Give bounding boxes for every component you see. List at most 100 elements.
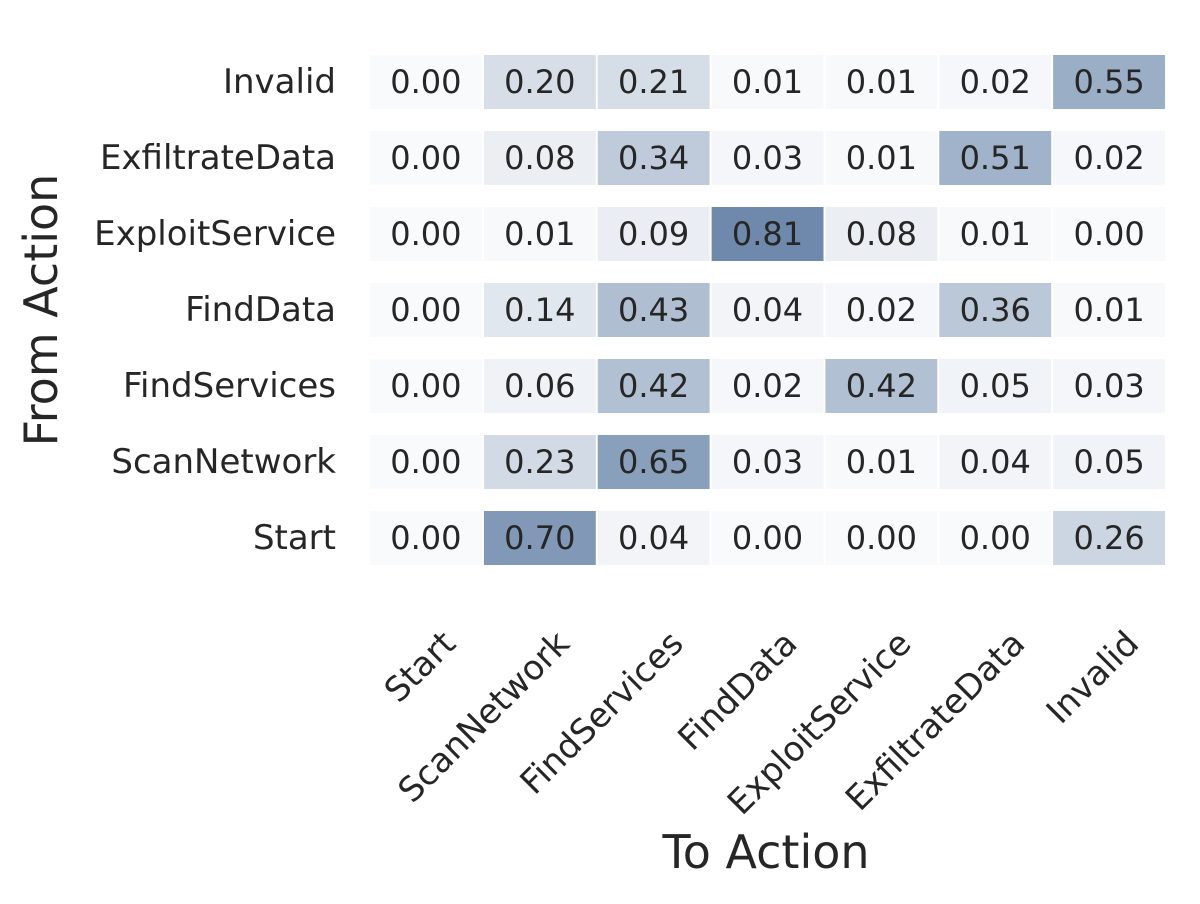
cell-value-label: 0.05 — [960, 367, 1031, 405]
cell-value-label: 0.20 — [504, 63, 575, 101]
cell-value-label: 0.02 — [1073, 139, 1144, 177]
heatmap-cell — [597, 55, 710, 109]
heatmap-cell — [939, 55, 1052, 109]
heatmap-cell — [597, 511, 710, 565]
heatmap-cell — [825, 435, 938, 489]
y-axis-label: From Action — [14, 174, 68, 447]
cell-value-label: 0.81 — [732, 215, 803, 253]
cell-value-label: 0.08 — [846, 215, 917, 253]
cell-value-label: 0.36 — [960, 291, 1031, 329]
cell-value-label: 0.09 — [618, 215, 689, 253]
cell-value-label: 0.55 — [1073, 63, 1144, 101]
heatmap-cell — [1053, 435, 1165, 489]
heatmap-cell — [483, 131, 596, 185]
cell-value-label: 0.00 — [1073, 215, 1144, 253]
heatmap-cell — [370, 207, 482, 261]
heatmap-cell — [711, 283, 824, 337]
cell-value-label: 0.00 — [390, 139, 461, 177]
cell-value-label: 0.43 — [618, 291, 689, 329]
heatmap-cell — [370, 359, 482, 413]
heatmap-cells — [370, 55, 1165, 565]
cell-value-label: 0.03 — [732, 139, 803, 177]
cell-value-label: 0.21 — [618, 63, 689, 101]
cell-value-label: 0.26 — [1073, 519, 1144, 557]
cell-value-label: 0.70 — [504, 519, 575, 557]
cell-value-label: 0.14 — [504, 291, 575, 329]
cell-value-label: 0.04 — [960, 443, 1031, 481]
heatmap-cell — [711, 207, 824, 261]
heatmap-cell — [1053, 359, 1165, 413]
heatmap-cell — [939, 131, 1052, 185]
cell-value-label: 0.04 — [618, 519, 689, 557]
heatmap-cell — [711, 55, 824, 109]
cell-value-label: 0.08 — [504, 139, 575, 177]
heatmap-cell — [483, 359, 596, 413]
heatmap-cell — [483, 511, 596, 565]
heatmap-cell — [1053, 55, 1165, 109]
heatmap-cell — [597, 207, 710, 261]
heatmap-cell — [939, 435, 1052, 489]
heatmap-cell — [939, 283, 1052, 337]
cell-value-label: 0.51 — [960, 139, 1031, 177]
cell-value-labels: 0.00 0.20 0.21 0.01 0.01 0.02 0.55 0.00 0.08 0.34… — [390, 63, 1144, 557]
heatmap-cell — [939, 207, 1052, 261]
y-tick-label-invalid: Invalid — [223, 62, 336, 102]
cell-value-label: 0.42 — [846, 367, 917, 405]
heatmap-cell — [483, 283, 596, 337]
cell-value-label: 0.00 — [732, 519, 803, 557]
cell-value-label: 0.03 — [1073, 367, 1144, 405]
y-tick-label-exploit-service: ExploitService — [94, 214, 336, 254]
cell-value-label: 0.01 — [1073, 291, 1144, 329]
heatmap-cell — [370, 511, 482, 565]
heatmap-cell — [597, 283, 710, 337]
cell-value-label: 0.00 — [960, 519, 1031, 557]
heatmap-cell — [939, 359, 1052, 413]
heatmap-cell — [825, 283, 938, 337]
heatmap-cell — [370, 435, 482, 489]
cell-value-label: 0.03 — [732, 443, 803, 481]
cell-value-label: 0.34 — [618, 139, 689, 177]
cell-value-label: 0.42 — [618, 367, 689, 405]
cell-value-label: 0.00 — [390, 367, 461, 405]
cell-value-label: 0.02 — [846, 291, 917, 329]
cell-value-label: 0.00 — [390, 63, 461, 101]
cell-value-label: 0.01 — [960, 215, 1031, 253]
cell-value-label: 0.05 — [1073, 443, 1144, 481]
heatmap-cell — [711, 131, 824, 185]
heatmap-cell — [370, 131, 482, 185]
cell-value-label: 0.02 — [960, 63, 1031, 101]
heatmap-cell — [483, 55, 596, 109]
y-tick-label-find-data: FindData — [185, 290, 336, 330]
heatmap-cell — [370, 283, 482, 337]
cell-value-label: 0.00 — [390, 519, 461, 557]
heatmap-cell — [1053, 207, 1165, 261]
heatmap-cell — [370, 55, 482, 109]
cell-value-label: 0.00 — [390, 443, 461, 481]
cell-value-label: 0.01 — [846, 443, 917, 481]
x-axis-label: To Action — [661, 825, 869, 879]
cell-value-label: 0.00 — [390, 291, 461, 329]
y-tick-label-exfiltrate-data: ExfiltrateData — [100, 138, 336, 178]
cell-value-label: 0.65 — [618, 443, 689, 481]
heatmap-cell — [711, 435, 824, 489]
heatmap-cell — [1053, 131, 1165, 185]
heatmap-cell — [1053, 283, 1165, 337]
heatmap-cell — [597, 131, 710, 185]
heatmap-cell — [597, 435, 710, 489]
x-tick-label-start: Start — [377, 624, 464, 711]
cell-value-label: 0.01 — [732, 63, 803, 101]
heatmap-cell — [825, 131, 938, 185]
y-tick-label-scan-network: ScanNetwork — [111, 442, 336, 482]
heatmap-cell — [825, 207, 938, 261]
x-tick-label-invalid: Invalid — [1039, 624, 1147, 732]
cell-value-label: 0.01 — [846, 139, 917, 177]
cell-value-label: 0.00 — [390, 215, 461, 253]
cell-value-label: 0.01 — [846, 63, 917, 101]
heatmap-cell — [711, 511, 824, 565]
heatmap-cell — [483, 435, 596, 489]
y-tick-labels: Invalid ExfiltrateData ExploitService FindD… — [94, 62, 336, 558]
heatmap-cell — [825, 511, 938, 565]
x-tick-labels: StartScanNetworkFindServicesFindDataExpl… — [377, 623, 1147, 823]
